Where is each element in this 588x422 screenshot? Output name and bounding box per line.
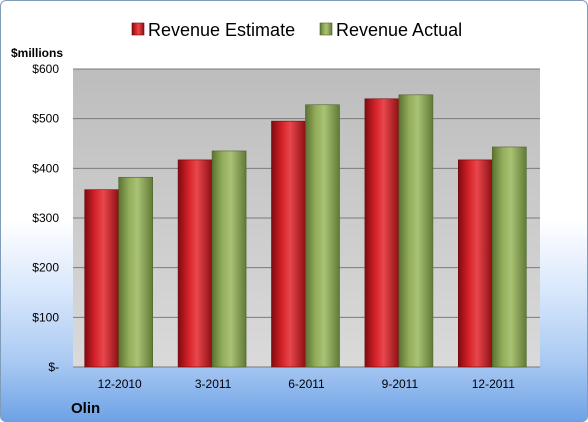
bar-actual [118, 176, 153, 368]
bar-actual [398, 94, 434, 368]
bar-estimate [177, 159, 213, 368]
bar-actual [211, 150, 247, 368]
legend-label: Revenue Actual [336, 20, 462, 40]
x-tick-label: 6-2011 [288, 377, 325, 391]
x-axis-ticks: 12-2010 3-2011 6-2011 9-2011 12-2011 [98, 377, 516, 391]
bars [84, 94, 527, 368]
x-tick-label: 12-2010 [98, 377, 142, 391]
bar-estimate [271, 120, 306, 368]
x-tick-label: 3-2011 [195, 377, 232, 391]
bar-estimate [457, 159, 493, 368]
y-unit-label: $millions [11, 46, 63, 60]
company-label: Olin [71, 400, 100, 417]
y-tick-label: $100 [32, 310, 59, 324]
y-tick-label: $200 [32, 261, 59, 275]
legend-label: Revenue Estimate [148, 20, 295, 40]
y-axis-ticks: $- $100 $200 $300 $400 $500 $600 [32, 62, 59, 374]
bar-estimate [84, 189, 119, 368]
y-tick-label: $400 [32, 161, 59, 175]
legend-swatch [319, 22, 333, 36]
y-tick-label: $- [48, 360, 59, 374]
legend: Revenue Estimate Revenue Actual [131, 20, 462, 40]
bar-estimate [364, 98, 400, 368]
x-tick-label: 12-2011 [472, 377, 515, 391]
y-tick-label: $500 [32, 112, 59, 126]
legend-swatch [131, 22, 145, 36]
bar-actual [305, 104, 340, 368]
y-tick-label: $300 [32, 211, 59, 225]
y-tick-label: $600 [32, 62, 59, 76]
bar-actual [491, 146, 527, 368]
x-tick-label: 9-2011 [382, 377, 419, 391]
